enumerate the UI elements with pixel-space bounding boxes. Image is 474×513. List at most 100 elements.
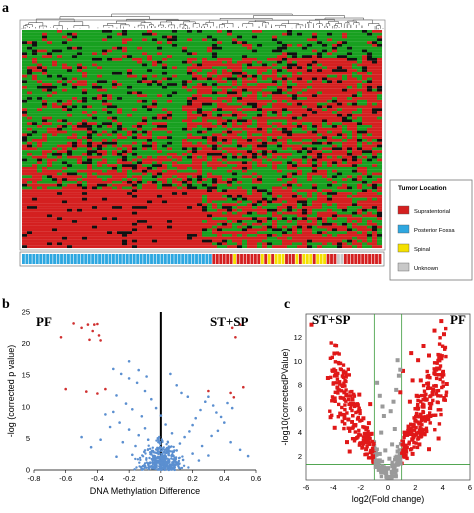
heatmap-cell bbox=[52, 43, 58, 47]
heatmap-cell bbox=[122, 220, 128, 223]
heatmap-cell bbox=[77, 152, 83, 156]
heatmap-cell bbox=[317, 77, 323, 81]
heatmap-cell bbox=[102, 166, 108, 170]
heatmap-cell bbox=[117, 77, 123, 81]
heatmap-cell bbox=[302, 186, 308, 190]
heatmap-cell bbox=[57, 97, 63, 100]
heatmap-cell bbox=[182, 83, 188, 86]
heatmap-cell bbox=[57, 158, 63, 162]
heatmap-cell bbox=[167, 32, 173, 36]
heatmap-cell bbox=[72, 214, 78, 218]
heatmap-cell bbox=[147, 220, 153, 223]
heatmap-cell bbox=[312, 102, 318, 106]
heatmap-cell bbox=[282, 197, 288, 201]
heatmap-cell bbox=[222, 38, 228, 42]
heatmap-cell bbox=[267, 206, 273, 209]
heatmap-cell bbox=[97, 43, 103, 47]
heatmap-cell bbox=[87, 83, 93, 86]
heatmap-cell bbox=[332, 113, 338, 117]
heatmap-cell bbox=[42, 74, 48, 78]
heatmap-cell bbox=[112, 108, 118, 112]
heatmap-cell bbox=[32, 85, 38, 89]
heatmap-cell bbox=[82, 80, 88, 84]
heatmap-cell bbox=[257, 63, 263, 67]
heatmap-cell bbox=[227, 69, 233, 72]
heatmap-cell bbox=[357, 208, 363, 212]
heatmap-cell bbox=[182, 49, 188, 53]
heatmap-cell bbox=[227, 122, 233, 126]
heatmap-cell bbox=[302, 80, 308, 84]
heatmap-cell bbox=[172, 105, 178, 109]
heatmap-cell bbox=[57, 136, 63, 140]
heatmap-cell bbox=[277, 127, 283, 131]
heatmap-cell bbox=[352, 122, 358, 126]
heatmap-cell bbox=[87, 94, 93, 98]
heatmap-cell bbox=[347, 175, 353, 179]
heatmap-cell bbox=[82, 69, 88, 72]
heatmap-cell bbox=[112, 125, 118, 128]
heatmap-cell bbox=[157, 180, 163, 184]
heatmap-cell bbox=[337, 125, 343, 128]
heatmap-cell bbox=[212, 30, 218, 33]
heatmap-cell bbox=[217, 69, 223, 72]
heatmap-cell bbox=[27, 166, 33, 170]
heatmap-cell bbox=[317, 166, 323, 170]
heatmap-cell bbox=[347, 180, 353, 184]
heatmap-cell bbox=[207, 175, 213, 179]
heatmap-cell bbox=[42, 116, 48, 120]
heatmap-cell bbox=[162, 144, 168, 148]
heatmap-cell bbox=[297, 194, 303, 198]
heatmap-cell bbox=[357, 88, 363, 92]
heatmap-cell bbox=[82, 155, 88, 159]
heatmap-cell bbox=[132, 161, 138, 165]
heatmap-cell bbox=[362, 97, 368, 100]
heatmap-cell bbox=[122, 136, 128, 140]
heatmap-cell bbox=[27, 222, 33, 226]
heatmap-cell bbox=[357, 105, 363, 109]
heatmap-cell bbox=[147, 169, 153, 173]
heatmap-cell bbox=[167, 46, 173, 50]
heatmap-cell bbox=[237, 130, 243, 134]
heatmap-cell bbox=[137, 150, 143, 154]
heatmap-cell bbox=[257, 41, 263, 45]
heatmap-cell bbox=[42, 85, 48, 89]
heatmap-cell bbox=[197, 57, 203, 61]
heatmap-cell bbox=[167, 139, 173, 142]
heatmap-cell bbox=[272, 200, 278, 204]
heatmap-cell bbox=[187, 152, 193, 156]
heatmap-cell bbox=[212, 175, 218, 179]
heatmap-cell bbox=[327, 80, 333, 84]
heatmap-cell bbox=[112, 152, 118, 156]
heatmap-cell bbox=[57, 164, 63, 167]
heatmap-cell bbox=[357, 94, 363, 98]
heatmap-cell bbox=[152, 141, 158, 145]
heatmap-cell bbox=[222, 60, 228, 64]
heatmap-cell bbox=[362, 206, 368, 209]
heatmap-cell bbox=[232, 57, 238, 61]
heatmap-cell bbox=[167, 30, 173, 33]
heatmap-cell bbox=[77, 102, 83, 106]
heatmap-cell bbox=[197, 77, 203, 81]
heatmap-cell bbox=[82, 136, 88, 140]
heatmap-cell bbox=[197, 161, 203, 165]
heatmap-cell bbox=[127, 133, 133, 137]
heatmap-cell bbox=[347, 206, 353, 209]
heatmap-cell bbox=[257, 164, 263, 167]
heatmap-cell bbox=[167, 141, 173, 145]
heatmap-cell bbox=[232, 91, 238, 95]
heatmap-cell bbox=[102, 85, 108, 89]
heatmap-cell bbox=[37, 52, 43, 56]
heatmap-cell bbox=[187, 69, 193, 72]
heatmap-cell bbox=[252, 108, 258, 112]
heatmap-cell bbox=[182, 71, 188, 75]
heatmap-cell bbox=[197, 105, 203, 109]
heatmap-cell bbox=[137, 108, 143, 112]
heatmap-cell bbox=[182, 35, 188, 39]
heatmap-cell bbox=[87, 178, 93, 181]
heatmap-cell bbox=[207, 57, 213, 61]
heatmap-cell bbox=[337, 144, 343, 148]
heatmap-cell bbox=[197, 139, 203, 142]
heatmap-cell bbox=[332, 66, 338, 70]
heatmap-cell bbox=[167, 35, 173, 39]
heatmap-cell bbox=[182, 139, 188, 142]
